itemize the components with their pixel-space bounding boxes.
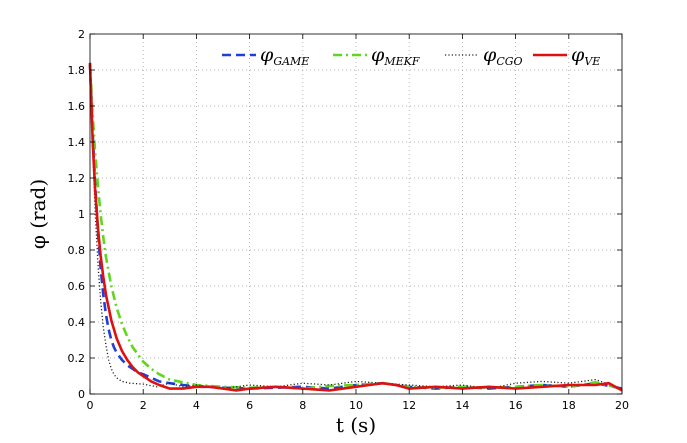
x-tick-label: 14 [455, 399, 469, 412]
series-line-ve [88, 62, 623, 392]
y-tick-label: 0.6 [68, 280, 86, 293]
y-axis-label: φ (rad) [26, 179, 50, 249]
legend-entry-cgo: φCGO [483, 44, 523, 68]
plot-lines [88, 62, 623, 392]
legend-subscript: CGO [496, 55, 522, 68]
legend-subscript: GAME [273, 55, 309, 68]
x-tick-label: 18 [562, 399, 576, 412]
legend-symbol: φ [483, 44, 497, 66]
legend-entry-ve: φVE [571, 44, 600, 68]
x-tick-label: 12 [402, 399, 416, 412]
x-tick-label: 8 [299, 399, 306, 412]
legend: φGAME φMEKF φCGO φVE [222, 44, 600, 68]
legend-entry-mekf: φMEKF [371, 44, 420, 68]
legend-symbol: φ [571, 44, 585, 66]
series-line-mekf [88, 64, 623, 390]
x-tick-label: 0 [87, 399, 94, 412]
tick-labels: 0 2 4 6 8 10 12 14 16 18 20 0 0.2 0.4 0.6 0.8 1 1.2 1.4 1.6… [68, 28, 630, 412]
x-tick-label: 10 [349, 399, 363, 412]
ticks [89, 33, 623, 395]
series-line-cgo [89, 64, 623, 390]
y-tick-label: 0.2 [68, 352, 86, 365]
y-tick-label: 0.4 [68, 316, 86, 329]
y-tick-label: 0.8 [68, 244, 86, 257]
y-tick-label: 2 [78, 28, 85, 41]
y-tick-label: 1.6 [68, 100, 86, 113]
y-tick-label: 1.4 [68, 136, 86, 149]
x-tick-label: 20 [615, 399, 629, 412]
grid [90, 34, 622, 394]
x-axis-label: t (s) [336, 413, 376, 437]
legend-subscript: MEKF [383, 55, 420, 68]
x-tick-label: 4 [193, 399, 200, 412]
series-line-game [88, 64, 623, 390]
y-tick-label: 0 [78, 388, 85, 401]
legend-symbol: φ [260, 44, 274, 66]
x-tick-label: 2 [140, 399, 147, 412]
x-tick-label: 16 [509, 399, 523, 412]
legend-entry-game: φGAME [260, 44, 309, 68]
y-tick-label: 1.8 [68, 64, 86, 77]
y-tick-label: 1 [78, 208, 85, 221]
x-tick-label: 6 [246, 399, 253, 412]
y-tick-label: 1.2 [68, 172, 86, 185]
legend-symbol: φ [371, 44, 385, 66]
legend-subscript: VE [584, 55, 600, 68]
